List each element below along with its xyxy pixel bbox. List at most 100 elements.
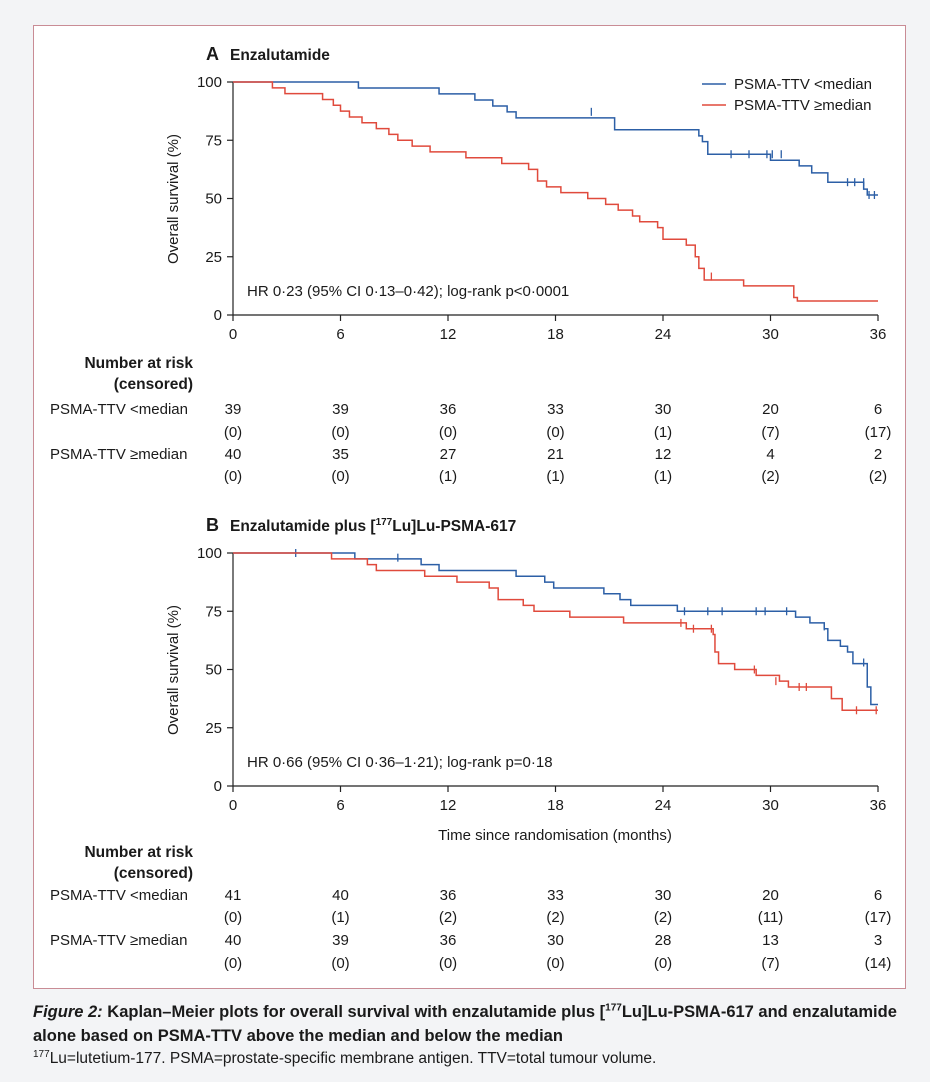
risk-count: 41 xyxy=(225,887,242,904)
x-tick-label: 24 xyxy=(655,797,672,814)
risk-header: Number at risk xyxy=(84,355,193,372)
risk-count: 35 xyxy=(332,446,349,463)
censored-count: (0) xyxy=(224,468,242,485)
x-tick-label: 36 xyxy=(870,326,887,343)
figure-caption: Figure 2: Kaplan–Meier plots for overall… xyxy=(33,1000,913,1048)
risk-count: 6 xyxy=(874,887,882,904)
y-tick-label: 50 xyxy=(205,191,222,208)
km-curve-below-median xyxy=(233,81,878,196)
risk-count: 2 xyxy=(874,446,882,463)
risk-count: 20 xyxy=(762,401,779,418)
risk-count: 30 xyxy=(655,401,672,418)
risk-count: 21 xyxy=(547,446,564,463)
censored-count: (2) xyxy=(761,468,779,485)
risk-count: 12 xyxy=(655,446,672,463)
censored-count: (1) xyxy=(331,909,349,926)
panel-b: B Enzalutamide plus [177Lu]Lu-PSMA-617 O… xyxy=(50,515,891,972)
risk-subheader: (censored) xyxy=(114,376,193,393)
risk-row-label-above-median: PSMA-TTV ≥median xyxy=(50,446,187,463)
censored-count: (0) xyxy=(546,424,564,441)
figure-svg: A Enzalutamide Overall survival (%) HR 0… xyxy=(50,44,891,972)
censored-count: (0) xyxy=(439,955,457,972)
censored-count: (17) xyxy=(865,909,892,926)
figure-label: Figure 2: xyxy=(33,1003,103,1021)
km-curve-below-median xyxy=(233,552,878,706)
risk-count: 30 xyxy=(655,887,672,904)
censored-count: (14) xyxy=(865,955,892,972)
censored-count: (0) xyxy=(331,955,349,972)
censored-count: (0) xyxy=(546,955,564,972)
x-tick-label: 12 xyxy=(440,326,457,343)
censored-count: (0) xyxy=(331,468,349,485)
x-tick-label: 30 xyxy=(762,326,779,343)
censored-count: (2) xyxy=(439,909,457,926)
risk-table-a: Number at risk (censored) PSMA-TTV <medi… xyxy=(50,355,891,485)
panel-a: A Enzalutamide Overall survival (%) HR 0… xyxy=(50,44,891,485)
panel-a-letter: A xyxy=(206,44,219,64)
censored-count: (0) xyxy=(331,424,349,441)
y-tick-label: 75 xyxy=(205,603,222,620)
censored-count: (0) xyxy=(224,909,242,926)
x-tick-label: 36 xyxy=(870,797,887,814)
y-tick-label: 0 xyxy=(214,778,222,795)
panel-b-hr-annotation: HR 0·66 (95% CI 0·36–1·21); log-rank p=0… xyxy=(247,754,553,771)
panel-b-letter: B xyxy=(206,515,219,535)
risk-header: Number at risk xyxy=(84,844,193,861)
plot-area-a: 0 25 50 75 100 0 6 12 18 24 30 36 xyxy=(197,74,886,343)
y-tick-label: 100 xyxy=(197,545,222,562)
risk-count: 20 xyxy=(762,887,779,904)
risk-count: 40 xyxy=(225,932,242,949)
risk-count: 27 xyxy=(440,446,457,463)
censored-count: (1) xyxy=(654,424,672,441)
x-tick-label: 18 xyxy=(547,797,564,814)
risk-subheader: (censored) xyxy=(114,865,193,882)
y-tick-label: 25 xyxy=(205,720,222,737)
risk-count: 4 xyxy=(766,446,774,463)
risk-count: 28 xyxy=(655,932,672,949)
km-curve-above-median xyxy=(233,552,878,712)
figure-footnote: 177Lu=lutetium-177. PSMA=prostate-specif… xyxy=(33,1048,657,1067)
figure-frame xyxy=(33,25,906,989)
risk-count: 40 xyxy=(332,887,349,904)
censored-count: (1) xyxy=(654,468,672,485)
risk-table-b: Number at risk (censored) PSMA-TTV <medi… xyxy=(50,844,891,972)
censored-count: (1) xyxy=(546,468,564,485)
censored-count: (1) xyxy=(439,468,457,485)
panel-a-y-axis-label: Overall survival (%) xyxy=(165,134,182,264)
risk-count: 33 xyxy=(547,887,564,904)
panel-b-title: Enzalutamide plus [177Lu]Lu-PSMA-617 xyxy=(230,517,516,535)
legend-label-above-median: PSMA-TTV ≥median xyxy=(734,97,871,114)
censored-count: (0) xyxy=(654,955,672,972)
risk-count: 39 xyxy=(225,401,242,418)
risk-count: 39 xyxy=(332,401,349,418)
x-axis-label: Time since randomisation (months) xyxy=(438,827,672,844)
risk-row-label-below-median: PSMA-TTV <median xyxy=(50,887,188,904)
plot-area-b: 0 25 50 75 100 0 6 12 18 24 30 36 xyxy=(197,545,886,814)
y-tick-label: 25 xyxy=(205,249,222,266)
km-curve-above-median xyxy=(233,81,878,302)
y-tick-label: 0 xyxy=(214,307,222,324)
censored-count: (0) xyxy=(439,424,457,441)
censored-count: (2) xyxy=(869,468,887,485)
x-tick-label: 0 xyxy=(229,797,237,814)
legend-label-below-median: PSMA-TTV <median xyxy=(734,76,872,93)
x-tick-label: 18 xyxy=(547,326,564,343)
censored-count: (0) xyxy=(224,424,242,441)
figure-title: Kaplan–Meier plots for overall survival … xyxy=(33,1002,897,1045)
y-tick-label: 100 xyxy=(197,74,222,91)
censored-count: (7) xyxy=(761,424,779,441)
risk-row-label-above-median: PSMA-TTV ≥median xyxy=(50,932,187,949)
censored-count: (2) xyxy=(546,909,564,926)
panel-b-y-axis-label: Overall survival (%) xyxy=(165,605,182,735)
legend: PSMA-TTV <median PSMA-TTV ≥median xyxy=(702,76,872,114)
x-tick-label: 12 xyxy=(440,797,457,814)
risk-count: 30 xyxy=(547,932,564,949)
censored-count: (7) xyxy=(761,955,779,972)
risk-count: 33 xyxy=(547,401,564,418)
censored-count: (11) xyxy=(758,909,784,926)
panel-a-hr-annotation: HR 0·23 (95% CI 0·13–0·42); log-rank p<0… xyxy=(247,283,569,300)
risk-count: 36 xyxy=(440,887,457,904)
risk-count: 39 xyxy=(332,932,349,949)
y-tick-label: 75 xyxy=(205,132,222,149)
risk-row-label-below-median: PSMA-TTV <median xyxy=(50,401,188,418)
